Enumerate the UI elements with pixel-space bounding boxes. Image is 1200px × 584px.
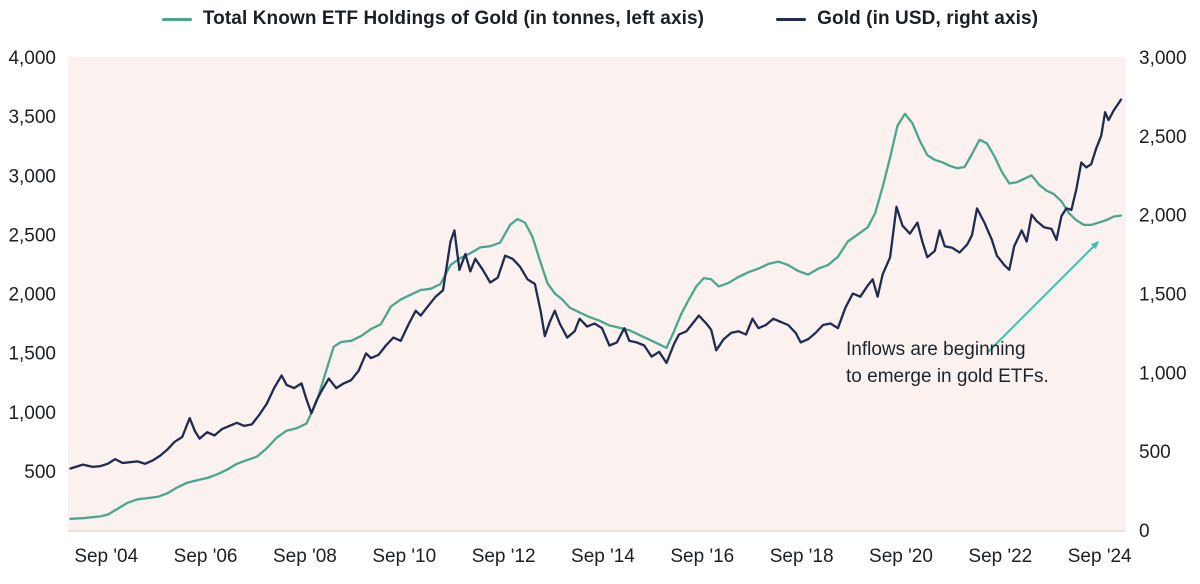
left-axis-tick-label: 2,500 <box>8 225 56 246</box>
left-axis-tick-label: 3,000 <box>8 166 56 187</box>
right-axis-tick-label: 500 <box>1139 442 1171 463</box>
left-axis-tick-label: 4,000 <box>8 48 56 69</box>
legend-item-etf-holdings: Total Known ETF Holdings of Gold (in ton… <box>161 8 705 30</box>
legend-label-etf-holdings: Total Known ETF Holdings of Gold (in ton… <box>202 8 705 29</box>
gold-line-swatch-icon <box>776 17 807 21</box>
right-axis-tick-label: 0 <box>1139 521 1150 542</box>
x-axis-tick-label: Sep '20 <box>869 546 933 567</box>
x-axis-tick-label: Sep '12 <box>472 546 536 567</box>
x-axis-tick-label: Sep '24 <box>1068 546 1132 567</box>
right-axis-tick-label: 1,000 <box>1139 363 1187 384</box>
annotation-text: Inflows are beginning to emerge in gold … <box>846 336 1049 390</box>
plot-area <box>68 57 1126 530</box>
x-axis-tick-label: Sep '22 <box>968 546 1032 567</box>
etf-line-swatch-icon <box>161 17 192 21</box>
x-axis-tick-label: Sep '04 <box>74 546 138 567</box>
annotation-line-1: Inflows are beginning <box>846 339 1026 360</box>
left-axis-tick-label: 3,500 <box>8 107 56 128</box>
left-axis-tick-label: 2,000 <box>8 285 56 306</box>
left-axis-tick-label: 1,500 <box>8 344 56 365</box>
x-axis-tick-label: Sep '16 <box>670 546 734 567</box>
right-axis-tick-label: 2,500 <box>1139 127 1187 148</box>
left-axis-tick-label: 500 <box>24 462 56 483</box>
right-axis-tick-label: 2,000 <box>1139 206 1187 227</box>
right-axis-tick-label: 3,000 <box>1139 48 1187 69</box>
legend-item-gold-usd: Gold (in USD, right axis) <box>776 8 1038 30</box>
x-axis-tick-label: Sep '14 <box>571 546 635 567</box>
x-axis-tick-label: Sep '18 <box>770 546 834 567</box>
right-axis-tick-label: 1,500 <box>1139 285 1187 306</box>
annotation-arrow-icon <box>987 240 1100 353</box>
x-axis-tick-label: Sep '10 <box>372 546 436 567</box>
left-axis-tick-label: 1,000 <box>8 403 56 424</box>
x-axis-tick-label: Sep '08 <box>273 546 337 567</box>
legend-label-gold-usd: Gold (in USD, right axis) <box>817 8 1039 29</box>
legend: Total Known ETF Holdings of Gold (in ton… <box>0 8 1200 30</box>
gold-price-line <box>69 98 1123 470</box>
annotation-line-2: to emerge in gold ETFs. <box>846 366 1049 387</box>
etf-holdings-line <box>69 112 1123 520</box>
x-axis-tick-label: Sep '06 <box>174 546 238 567</box>
